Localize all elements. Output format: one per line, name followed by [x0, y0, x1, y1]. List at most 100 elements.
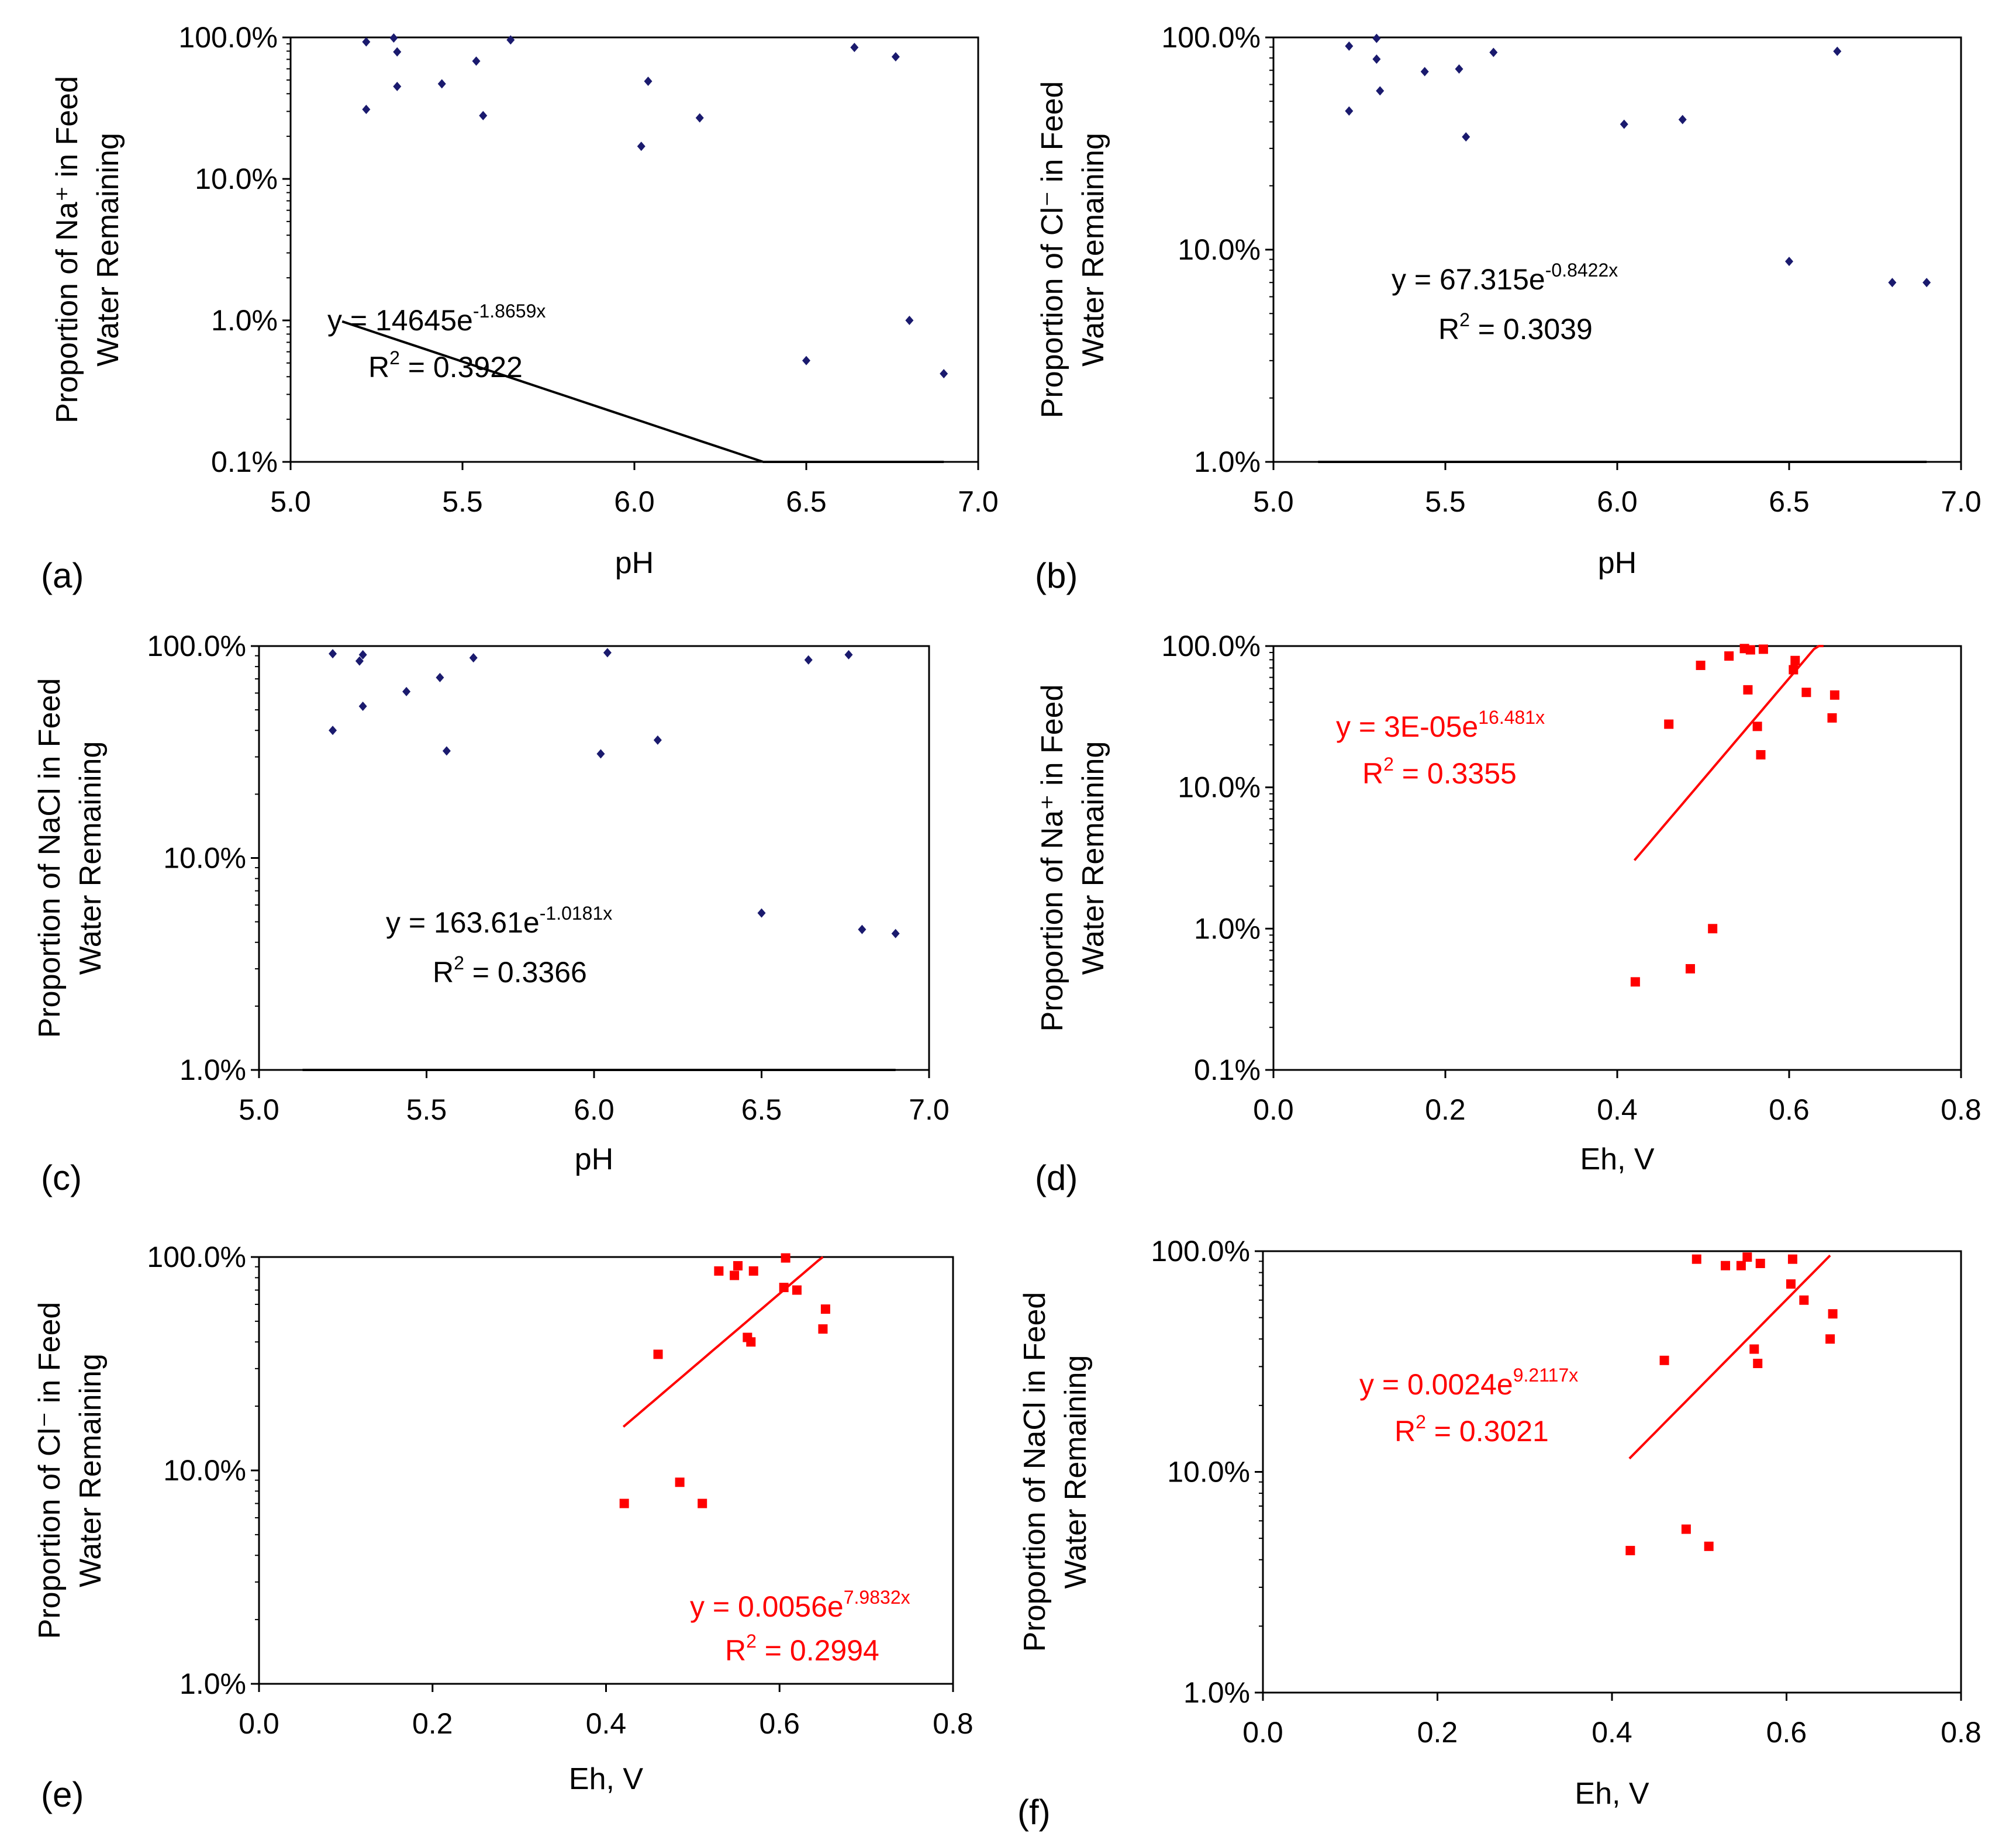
panel-label: (b) [1035, 556, 1078, 595]
data-point [1801, 688, 1811, 697]
x-tick-label: 5.0 [239, 1093, 279, 1126]
data-point [436, 672, 444, 682]
data-point [1789, 665, 1798, 675]
data-point [1664, 719, 1674, 729]
data-point [1828, 1309, 1838, 1319]
data-point [469, 653, 478, 663]
x-tick-label: 0.2 [1425, 1093, 1466, 1126]
data-point [733, 1261, 743, 1270]
data-point [653, 735, 662, 745]
data-point [1790, 655, 1800, 665]
data-point [1825, 1334, 1835, 1344]
chart-panel-1: 0.1% 1.0% 10.0% 100.0% 5.0 5.5 6.0 6.5 7.0 pH Prop… [41, 21, 999, 595]
data-point [1376, 86, 1385, 96]
panel-label: (d) [1035, 1158, 1078, 1197]
chart-panel-2: 1.0% 10.0% 100.0% 5.0 5.5 6.0 6.5 7.0 pH Proporti… [1035, 21, 1982, 595]
r-squared: R2 = 0.3355 [1362, 754, 1517, 790]
data-point [850, 43, 859, 53]
data-point [1696, 661, 1706, 671]
equation-exponent: 7.9832x [844, 1587, 910, 1608]
r-squared: R2 = 0.3039 [1438, 309, 1593, 346]
data-point [1724, 651, 1734, 661]
equation-exponent: 16.481x [1478, 707, 1545, 728]
data-point [1372, 33, 1381, 43]
y-axis-title-line1: Proportion of Na⁺ in Feed [1035, 685, 1069, 1032]
data-point [1749, 1344, 1759, 1354]
data-point [1922, 278, 1931, 288]
y-axis-title-line2: Water Remaining [74, 741, 108, 975]
y-tick-label: 10.0% [1178, 233, 1261, 266]
data-point [1420, 67, 1429, 77]
data-point [802, 355, 810, 365]
panel-label: (f) [1017, 1793, 1051, 1832]
x-tick-label: 0.8 [1941, 1093, 1982, 1126]
y-axis-title-line2: Water Remaining [74, 1353, 108, 1587]
plot-area [1272, 645, 1962, 1071]
x-tick-label: 6.0 [1597, 485, 1638, 518]
equation-base: y = 3E-05e [1336, 710, 1478, 743]
data-point [940, 369, 948, 379]
x-tick-label: 0.4 [586, 1707, 627, 1740]
equation-exponent: 2 [454, 952, 464, 973]
equation-base: y = 0.0024e [1359, 1368, 1513, 1401]
x-tick-label: 0.8 [1941, 1716, 1982, 1749]
data-point [329, 726, 337, 736]
x-tick-label: 6.0 [614, 485, 655, 518]
plot-area [258, 645, 930, 1071]
x-axis-title: Eh, V [1575, 1777, 1649, 1811]
y-tick-label: 100.0% [147, 1241, 246, 1273]
y-tick-label: 100.0% [1161, 630, 1261, 662]
y-axis-title-line2: Water Remaining [91, 133, 125, 367]
equation-rest: = 0.3039 [1470, 313, 1593, 346]
data-point [714, 1266, 724, 1276]
data-point [748, 1266, 758, 1276]
trendline [341, 320, 944, 463]
y-tick-label: 1.0% [1194, 912, 1261, 945]
data-point [792, 1285, 802, 1295]
data-point [1372, 54, 1381, 64]
equation-base: y = 14645e [327, 304, 473, 337]
r-squared: R2 = 0.2994 [725, 1631, 879, 1667]
data-point [1829, 690, 1839, 700]
data-point [1462, 132, 1470, 142]
equation-base: R [1438, 313, 1459, 346]
data-point [437, 79, 446, 89]
plot-area [289, 36, 979, 463]
panel-label: (e) [41, 1775, 84, 1814]
data-point [1786, 1279, 1796, 1289]
y-axis-title-line1: Proportion of Cl⁻ in Feed [33, 1302, 67, 1639]
data-point [1752, 721, 1762, 731]
x-tick-label: 0.4 [1597, 1093, 1638, 1126]
data-point [779, 1283, 789, 1293]
r-squared: R2 = 0.3021 [1394, 1411, 1549, 1448]
y-axis-title-line2: Water Remaining [1059, 1355, 1093, 1589]
equation-base: R [433, 956, 454, 989]
data-point [644, 76, 653, 86]
x-tick-label: 0.2 [1417, 1716, 1458, 1749]
trend-equation: y = 67.315e-0.8422x [1392, 260, 1618, 296]
data-point [479, 111, 488, 120]
equation-rest: = 0.3021 [1426, 1415, 1549, 1448]
equation-base: R [1362, 757, 1383, 790]
data-point [1345, 106, 1354, 116]
data-point [362, 37, 371, 47]
trend-equation: y = 163.61e-1.0181x [386, 903, 612, 939]
y-tick-label: 100.0% [147, 630, 246, 662]
trendline [1628, 1254, 1831, 1460]
x-tick-label: 0.6 [1769, 1093, 1810, 1126]
y-tick-label: 0.1% [211, 446, 278, 478]
data-point [1787, 1254, 1797, 1264]
data-point [804, 655, 813, 665]
data-point [1827, 713, 1837, 723]
data-point [1630, 977, 1640, 987]
panel-label: (c) [41, 1158, 82, 1197]
x-tick-label: 0.0 [239, 1707, 279, 1740]
data-point [362, 105, 371, 115]
y-tick-label: 100.0% [1161, 21, 1261, 54]
equation-base: R [1394, 1415, 1416, 1448]
data-point [1678, 115, 1687, 125]
data-point [675, 1477, 685, 1487]
plot-area [1272, 36, 1962, 463]
data-point [905, 316, 914, 325]
data-point [1345, 41, 1354, 51]
